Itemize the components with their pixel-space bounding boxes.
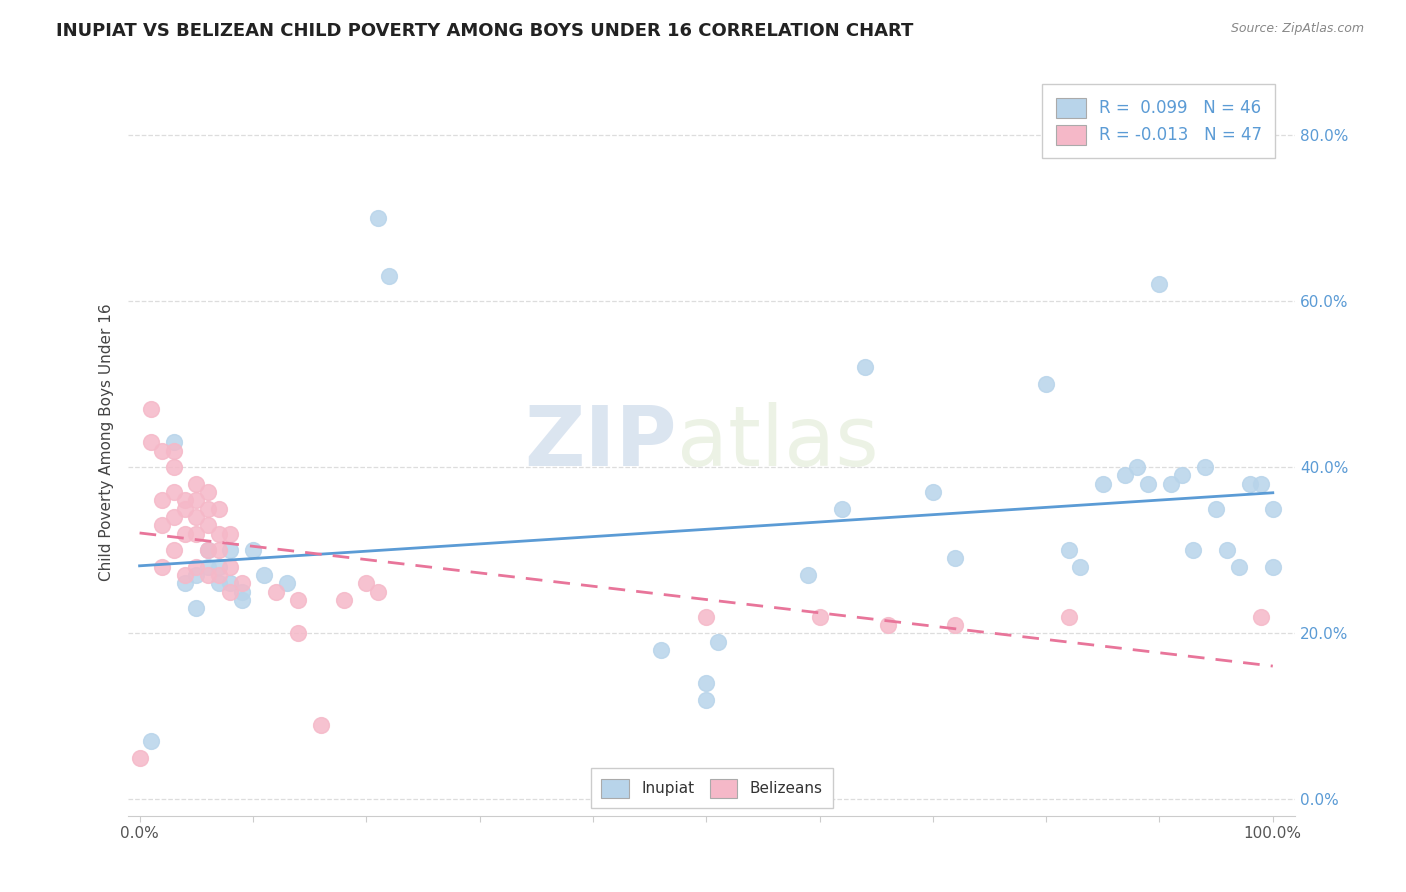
Point: [174, 576, 197, 591]
Point: [1171, 468, 1194, 483]
Point: [797, 568, 820, 582]
Point: [162, 485, 184, 500]
Point: [174, 501, 197, 516]
Point: [197, 543, 219, 558]
Point: [197, 518, 219, 533]
Point: [197, 501, 219, 516]
Y-axis label: Child Poverty Among Boys Under 16: Child Poverty Among Boys Under 16: [100, 303, 114, 581]
Point: [162, 543, 184, 558]
Text: Source: ZipAtlas.com: Source: ZipAtlas.com: [1230, 22, 1364, 36]
Point: [1261, 501, 1284, 516]
Text: INUPIAT VS BELIZEAN CHILD POVERTY AMONG BOYS UNDER 16 CORRELATION CHART: INUPIAT VS BELIZEAN CHILD POVERTY AMONG …: [56, 22, 914, 40]
Point: [219, 543, 242, 558]
Point: [186, 493, 208, 508]
Point: [150, 559, 173, 574]
Point: [231, 576, 253, 591]
Text: atlas: atlas: [676, 401, 879, 483]
Point: [1250, 476, 1272, 491]
Point: [174, 493, 197, 508]
Point: [197, 559, 219, 574]
Point: [1227, 559, 1250, 574]
Point: [287, 626, 309, 640]
Point: [186, 526, 208, 541]
Point: [831, 501, 853, 516]
Point: [1091, 476, 1114, 491]
Point: [208, 568, 231, 582]
Point: [150, 518, 173, 533]
Point: [695, 676, 717, 690]
Point: [162, 443, 184, 458]
Legend: Inupiat, Belizeans: Inupiat, Belizeans: [591, 768, 832, 808]
Point: [231, 584, 253, 599]
Point: [150, 443, 173, 458]
Point: [309, 717, 332, 731]
Point: [139, 402, 162, 417]
Point: [945, 551, 967, 566]
Point: [186, 568, 208, 582]
Point: [253, 568, 276, 582]
Point: [367, 584, 389, 599]
Point: [208, 559, 231, 574]
Point: [332, 593, 354, 607]
Point: [174, 526, 197, 541]
Point: [231, 593, 253, 607]
Point: [354, 576, 377, 591]
Point: [197, 543, 219, 558]
Point: [706, 634, 728, 648]
Point: [287, 593, 309, 607]
Point: [650, 642, 672, 657]
Point: [1057, 543, 1080, 558]
Point: [197, 485, 219, 500]
Point: [695, 692, 717, 706]
Point: [174, 568, 197, 582]
Point: [1250, 609, 1272, 624]
Point: [219, 584, 242, 599]
Text: ZIP: ZIP: [524, 401, 676, 483]
Point: [186, 601, 208, 615]
Point: [1149, 277, 1171, 292]
Point: [208, 543, 231, 558]
Point: [1205, 501, 1227, 516]
Point: [1057, 609, 1080, 624]
Point: [1126, 460, 1149, 475]
Point: [945, 618, 967, 632]
Point: [378, 269, 401, 284]
Point: [876, 618, 898, 632]
Point: [150, 493, 173, 508]
Point: [276, 576, 298, 591]
Point: [695, 609, 717, 624]
Point: [1137, 476, 1160, 491]
Point: [208, 501, 231, 516]
Point: [1069, 559, 1091, 574]
Point: [128, 751, 150, 765]
Point: [1216, 543, 1239, 558]
Point: [1261, 559, 1284, 574]
Point: [186, 476, 208, 491]
Point: [139, 734, 162, 748]
Point: [197, 568, 219, 582]
Point: [808, 609, 831, 624]
Point: [219, 559, 242, 574]
Point: [162, 435, 184, 450]
Point: [219, 526, 242, 541]
Point: [264, 584, 287, 599]
Point: [1160, 476, 1182, 491]
Point: [242, 543, 264, 558]
Point: [1114, 468, 1136, 483]
Point: [367, 211, 389, 225]
Point: [162, 460, 184, 475]
Point: [921, 485, 943, 500]
Point: [1035, 377, 1057, 392]
Point: [1194, 460, 1216, 475]
Point: [208, 576, 231, 591]
Point: [219, 576, 242, 591]
Point: [139, 435, 162, 450]
Point: [186, 559, 208, 574]
Point: [208, 526, 231, 541]
Point: [853, 360, 876, 375]
Point: [1239, 476, 1261, 491]
Point: [162, 510, 184, 524]
Point: [186, 510, 208, 524]
Point: [1182, 543, 1205, 558]
